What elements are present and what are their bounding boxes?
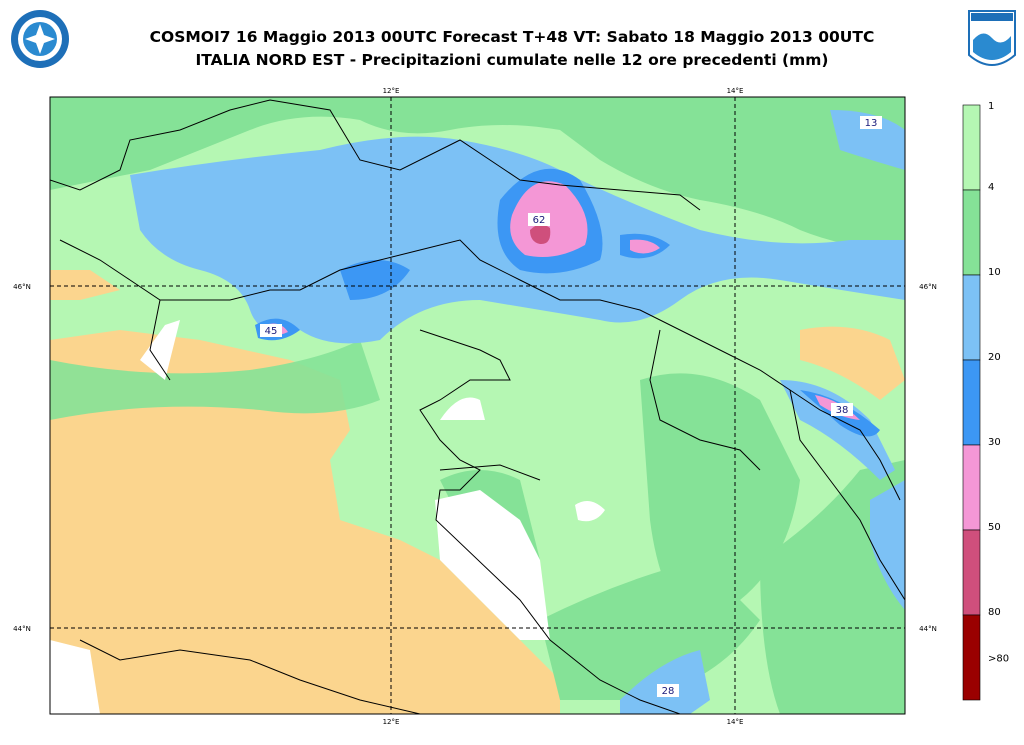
logo-left (11, 10, 69, 68)
title-line: COSMOI7 16 Maggio 2013 00UTC Forecast T+… (150, 28, 875, 46)
title-line: ITALIA NORD EST - Precipitazioni cumulat… (195, 51, 828, 69)
colorbar-label: 30 (988, 437, 1001, 448)
lat-label: 44°N (13, 625, 31, 633)
value-label: 28 (662, 686, 675, 697)
lat-label: 46°N (13, 283, 31, 291)
colorbar-label: >80 (988, 654, 1009, 665)
colorbar-label: 50 (988, 522, 1001, 533)
colorbar-label: 20 (988, 352, 1001, 363)
lon-label: 14°E (727, 87, 744, 95)
colorbar-segment (962, 359, 981, 446)
colorbar: 1 4 10 20 30 50 80 >80 (962, 101, 1009, 701)
lat-label: 46°N (919, 283, 937, 291)
value-label: 13 (865, 118, 878, 129)
graticule (50, 97, 905, 714)
colorbar-label: 1 (988, 101, 994, 112)
colorbar-segment (962, 189, 981, 276)
value-labels: 13 62 45 38 28 (260, 116, 882, 697)
colorbar-segment (962, 614, 981, 701)
colorbar-segment (962, 274, 981, 361)
lon-label: 12°E (383, 87, 400, 95)
value-label: 38 (836, 405, 849, 416)
colorbar-segment (962, 444, 981, 531)
colorbar-segment (962, 529, 981, 616)
logo-right (968, 10, 1016, 66)
lon-label: 12°E (383, 718, 400, 726)
lat-label: 44°N (919, 625, 937, 633)
precip-field (50, 97, 905, 714)
value-label: 45 (265, 326, 278, 337)
colorbar-label: 80 (988, 607, 1001, 618)
lon-label: 14°E (727, 718, 744, 726)
map-frame (49, 96, 906, 715)
value-label: 62 (533, 215, 546, 226)
colorbar-label: 4 (988, 182, 994, 193)
colorbar-segment (962, 104, 981, 191)
colorbar-label: 10 (988, 267, 1001, 278)
